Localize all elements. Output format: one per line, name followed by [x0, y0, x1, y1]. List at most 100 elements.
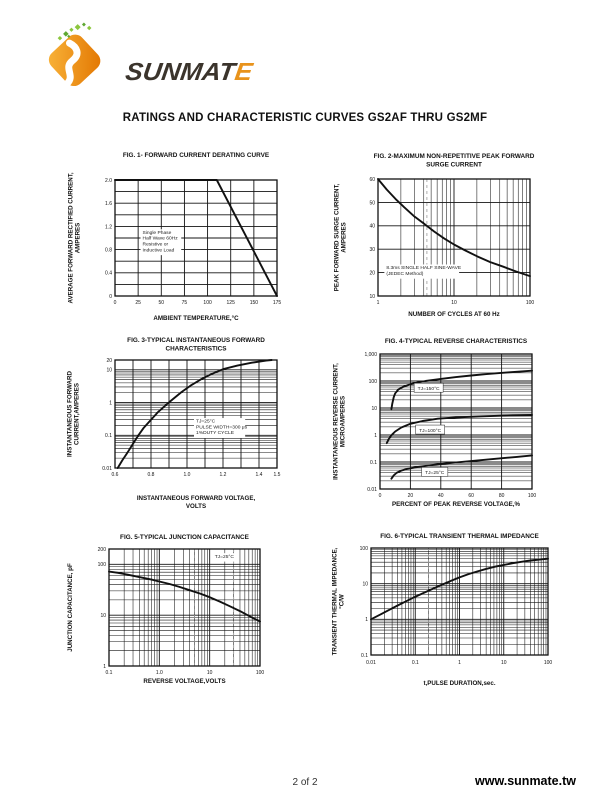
svg-text:1: 1: [103, 664, 106, 670]
svg-text:AMBIENT TEMPERATURE,°C: AMBIENT TEMPERATURE,°C: [153, 315, 239, 322]
svg-text:FIG. 3-TYPICAL INSTANTANEOUS F: FIG. 3-TYPICAL INSTANTANEOUS FORWARD: [127, 337, 265, 344]
svg-text:125: 125: [227, 300, 236, 306]
svg-text:1.2: 1.2: [220, 472, 227, 478]
svg-text:175: 175: [273, 300, 282, 306]
svg-text:0.01: 0.01: [102, 466, 112, 472]
svg-text:VOLTS: VOLTS: [186, 503, 206, 510]
svg-text:1.4: 1.4: [256, 472, 263, 478]
svg-text:TJ=25°C: TJ=25°C: [425, 470, 445, 476]
website-link[interactable]: www.sunmate.tw: [475, 774, 576, 788]
svg-text:Half Wave 60Hz: Half Wave 60Hz: [143, 236, 179, 242]
svg-text:10: 10: [207, 670, 213, 676]
svg-text:Inductive Load: Inductive Load: [143, 247, 175, 253]
svg-text:10: 10: [369, 294, 375, 300]
svg-text:0.1: 0.1: [361, 653, 368, 659]
svg-text:0.6: 0.6: [112, 472, 119, 478]
svg-text:100: 100: [256, 670, 265, 676]
page-number: 2 of 2: [292, 777, 318, 788]
svg-text:100: 100: [203, 300, 212, 306]
svg-text:Single Phase: Single Phase: [143, 230, 172, 236]
logo-text-accent: E: [233, 57, 255, 86]
svg-text:TJ=25°C: TJ=25°C: [196, 419, 216, 425]
svg-text:200: 200: [98, 547, 107, 553]
svg-text:1: 1: [365, 617, 368, 623]
svg-text:TJ=150°C: TJ=150°C: [418, 386, 440, 392]
page-title: RATINGS AND CHARACTERISTIC CURVES GS2AF …: [122, 112, 488, 124]
svg-text:t,PULSE DURATION,sec.: t,PULSE DURATION,sec.: [423, 680, 495, 687]
svg-text:REVERSE VOLTAGE,VOLTS: REVERSE VOLTAGE,VOLTS: [143, 678, 225, 685]
svg-text:0.01: 0.01: [367, 487, 377, 493]
svg-text:INSTANTANEOUS FORWARD VOLTAGE,: INSTANTANEOUS FORWARD VOLTAGE,: [137, 495, 256, 502]
svg-text:1: 1: [374, 433, 377, 439]
sunmate-logo: SUNMATE: [36, 18, 255, 98]
svg-text:0.1: 0.1: [106, 670, 113, 676]
logo-s-swoosh: [63, 39, 81, 88]
svg-text:1.5: 1.5: [274, 472, 281, 478]
svg-text:TJ=100°C: TJ=100°C: [419, 428, 441, 434]
svg-text:100: 100: [360, 546, 369, 552]
logo-wordmark: SUNMATE: [123, 57, 255, 86]
svg-text:60: 60: [369, 177, 375, 183]
svg-text:0: 0: [114, 300, 117, 306]
svg-text:20: 20: [408, 493, 414, 499]
svg-text:1: 1: [377, 300, 380, 306]
svg-text:40: 40: [369, 224, 375, 230]
svg-text:SURGE CURRENT: SURGE CURRENT: [426, 162, 482, 169]
svg-text:JUNCTION CAPACITANCE, pF: JUNCTION CAPACITANCE, pF: [67, 563, 74, 652]
sunmate-logo-icon: [48, 22, 101, 88]
svg-text:0.1: 0.1: [370, 460, 377, 466]
svg-text:0.01: 0.01: [366, 660, 376, 666]
svg-text:INSTANTANEOUS REVERSE CURRENT,: INSTANTANEOUS REVERSE CURRENT,MICROAMPER…: [333, 363, 347, 480]
svg-text:AVERAGE FORWARD RECTIFIED CURR: AVERAGE FORWARD RECTIFIED CURRENT,AMPERE…: [68, 172, 82, 303]
svg-text:2.0: 2.0: [105, 178, 112, 184]
svg-text:1,000: 1,000: [364, 352, 377, 358]
fig5-typical-junction-capacitance-chart: TJ=25°C 0.1 1.0 10 100 200 100 10 1 FIG. 5-TYPICA…: [67, 534, 265, 685]
svg-text:10: 10: [106, 368, 112, 374]
svg-text:1%DUTY CYCLE: 1%DUTY CYCLE: [196, 430, 235, 436]
svg-text:FIG. 2-MAXIMUM NON-REPETITIVE: FIG. 2-MAXIMUM NON-REPETITIVE PEAK FORWA…: [374, 153, 535, 160]
svg-text:(JEDEC Method): (JEDEC Method): [386, 271, 423, 277]
svg-text:PULSE WIDTH=300 μs: PULSE WIDTH=300 μs: [196, 424, 248, 430]
svg-text:0.1: 0.1: [105, 433, 112, 439]
svg-text:1.6: 1.6: [105, 201, 112, 207]
svg-text:INSTANTANEOUS FORWARDCURRENT,A: INSTANTANEOUS FORWARDCURRENT,AMPERES: [67, 371, 81, 457]
svg-text:FIG. 4-TYPICAL REVERSE CHARACT: FIG. 4-TYPICAL REVERSE CHARACTERISTICS: [385, 338, 528, 345]
svg-text:0: 0: [379, 493, 382, 499]
svg-text:1.0: 1.0: [184, 472, 191, 478]
svg-text:100: 100: [98, 562, 107, 568]
svg-text:100: 100: [369, 379, 378, 385]
svg-text:0: 0: [109, 294, 112, 300]
fig2-peak-forward-surge-current-chart: 8.3ms SINGLE HALF SINE-WAVE(JEDEC Method…: [334, 153, 535, 318]
svg-text:50: 50: [369, 200, 375, 206]
svg-text:10: 10: [371, 406, 377, 412]
svg-text:FIG. 6-TYPICAL TRANSIENT THERM: FIG. 6-TYPICAL TRANSIENT THERMAL IMPEDAN…: [380, 533, 539, 540]
svg-text:PEAK FORWARD SURGE CURRENT,AM: PEAK FORWARD SURGE CURRENT,AMPERES: [334, 183, 348, 291]
svg-text:0.8: 0.8: [148, 472, 155, 478]
svg-text:50: 50: [159, 300, 165, 306]
svg-text:8.3ms SINGLE HALF SINE-WAVE: 8.3ms SINGLE HALF SINE-WAVE: [386, 265, 461, 271]
svg-text:PERCENT OF PEAK REVERSE VOLTAG: PERCENT OF PEAK REVERSE VOLTAGE,%: [392, 501, 521, 508]
svg-text:10: 10: [451, 300, 457, 306]
svg-text:0.8: 0.8: [105, 248, 112, 254]
svg-text:60: 60: [468, 493, 474, 499]
svg-text:25: 25: [135, 300, 141, 306]
svg-text:FIG. 1- FORWARD CURRENT DERATI: FIG. 1- FORWARD CURRENT DERATING CURVE: [123, 152, 270, 159]
svg-text:1.0: 1.0: [156, 670, 163, 676]
svg-text:10: 10: [362, 582, 368, 588]
svg-text:80: 80: [499, 493, 505, 499]
svg-text:0.1: 0.1: [412, 660, 419, 666]
svg-text:100: 100: [528, 493, 537, 499]
svg-text:20: 20: [369, 271, 375, 277]
svg-text:10: 10: [501, 660, 507, 666]
svg-text:1: 1: [109, 401, 112, 407]
logo-text-main: SUNMAT: [123, 57, 238, 86]
fig4-typical-reverse-characteristics-chart: TJ=150°C TJ=100°C TJ=25°C 0 20 40 60 80 100 1,000…: [333, 338, 537, 508]
svg-text:TRANSIENT THERMAL IMPEDANCE,°C: TRANSIENT THERMAL IMPEDANCE,°C/W: [332, 547, 346, 655]
svg-text:100: 100: [526, 300, 535, 306]
svg-text:75: 75: [182, 300, 188, 306]
svg-text:TJ=25°C: TJ=25°C: [215, 554, 235, 560]
